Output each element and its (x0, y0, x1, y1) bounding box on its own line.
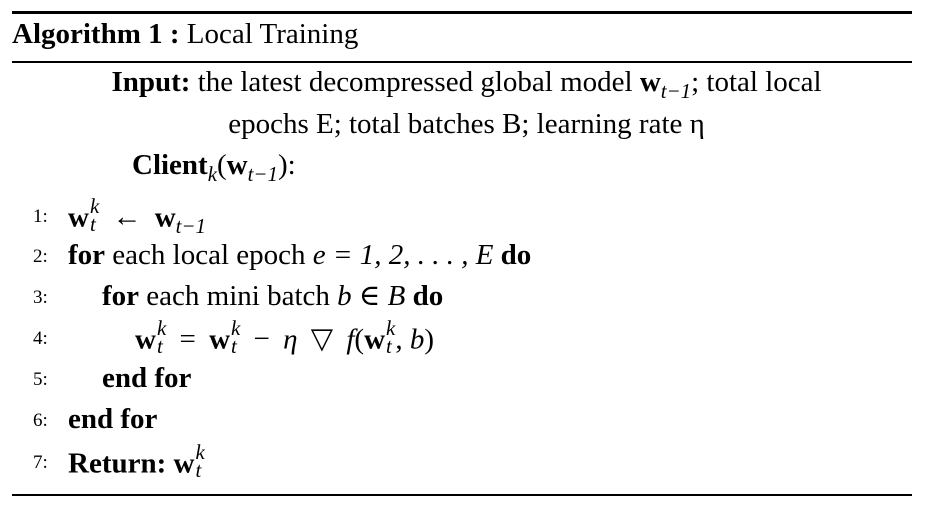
line-number-2: 2: (33, 246, 48, 267)
bottom-rule (12, 494, 912, 496)
algorithm-header: Algorithm 1 : Local Training (12, 17, 358, 51)
header-rule (12, 61, 912, 63)
client-suffix: ): (277, 149, 296, 181)
client-arg-subscript: t−1 (247, 161, 278, 186)
w-symbol: w (173, 447, 195, 480)
do-keyword: do (412, 280, 444, 312)
minus-sign: − (253, 323, 270, 356)
step-5: end for (102, 361, 191, 395)
end-for-keyword: end for (68, 403, 158, 435)
w-symbol: w (209, 323, 231, 356)
w-symbol: w (364, 323, 386, 356)
step-expression: e = 1, 2, . . . , E (312, 239, 494, 271)
line-number-4: 4: (33, 328, 48, 349)
step-expression: b ∈ B (337, 280, 406, 312)
input-text-line2: epochs E; total batches B; learning rate… (228, 108, 705, 140)
w-subscript: t−1 (175, 214, 206, 239)
eta-symbol: η (283, 323, 298, 356)
f-symbol: f (346, 323, 355, 356)
client-line: Clientk(wt−1): (132, 149, 296, 186)
line-number-7: 7: (33, 452, 48, 473)
for-keyword: for (102, 280, 140, 312)
client-index: k (207, 161, 217, 186)
input-text-a: the latest decompressed global model (197, 66, 633, 98)
return-keyword: Return: (68, 447, 167, 480)
step-text: each mini batch (146, 280, 330, 312)
model-subscript: t−1 (660, 78, 692, 103)
line-number-1: 1: (33, 206, 48, 227)
model-symbol: w (639, 66, 661, 98)
input-text-b: ; total local (691, 66, 822, 98)
nabla-icon: ▽ (310, 323, 334, 356)
step-text: each local epoch (112, 239, 306, 271)
client-arg-symbol: w (226, 149, 248, 181)
line-number-5: 5: (33, 369, 48, 390)
top-rule (12, 11, 912, 14)
do-keyword: do (500, 239, 532, 271)
end-for-keyword: end for (102, 362, 192, 394)
equals-sign: = (179, 323, 196, 356)
input-line-2: epochs E; total batches B; learning rate… (0, 107, 933, 141)
assign-arrow: ← (112, 201, 142, 234)
client-label: Client (132, 149, 208, 181)
algorithm-title: Local Training (186, 18, 359, 50)
input-label: Input: (111, 66, 191, 98)
algorithm-label: Algorithm 1 : (12, 18, 180, 50)
step-2: for each local epoch e = 1, 2, . . . , E… (68, 238, 531, 272)
b-symbol: b (409, 323, 425, 356)
w-symbol: w (135, 323, 156, 356)
line-number-6: 6: (33, 410, 48, 431)
line-number-3: 3: (33, 287, 48, 308)
input-line-1: Input: the latest decompressed global mo… (0, 65, 933, 101)
step-3: for each mini batch b ∈ B do (102, 279, 443, 313)
w-symbol: w (154, 201, 176, 234)
w-symbol: w (68, 201, 89, 234)
for-keyword: for (68, 239, 106, 271)
step-6: end for (68, 402, 157, 436)
